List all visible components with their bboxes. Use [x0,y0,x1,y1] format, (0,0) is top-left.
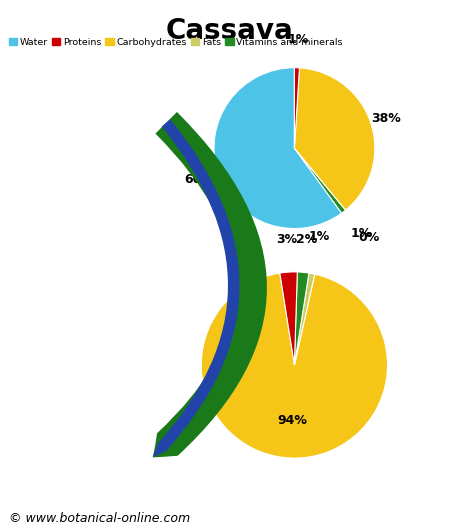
Text: 3%: 3% [275,233,297,246]
Wedge shape [213,68,341,229]
Wedge shape [201,273,386,458]
Text: 60%: 60% [184,172,213,186]
FancyArrowPatch shape [152,120,239,457]
Wedge shape [294,272,308,365]
Wedge shape [294,68,299,148]
Text: 94%: 94% [277,414,307,427]
Wedge shape [279,272,297,365]
Wedge shape [294,68,374,210]
Text: Cassava: Cassava [166,17,293,45]
Wedge shape [294,273,314,365]
Wedge shape [294,148,345,210]
Text: 1%: 1% [308,231,329,243]
Text: 2%: 2% [295,233,316,247]
Text: 1%: 1% [350,227,371,240]
Legend: Water, Proteins, Carbohydrates, Fats, Vitamins and minerals: Water, Proteins, Carbohydrates, Fats, Vi… [5,34,346,50]
Wedge shape [294,148,345,213]
Text: 1%: 1% [286,33,308,46]
Text: © www.botanical-online.com: © www.botanical-online.com [9,512,190,525]
Text: 0%: 0% [357,232,379,244]
FancyArrowPatch shape [152,112,266,458]
Text: 38%: 38% [370,112,400,125]
